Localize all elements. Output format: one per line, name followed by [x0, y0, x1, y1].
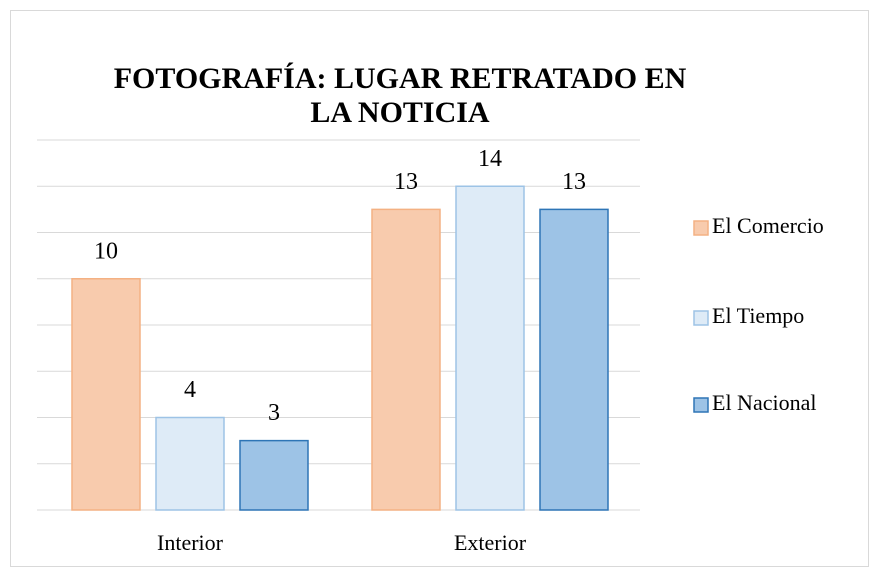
data-label: 4 [184, 377, 196, 403]
bar [455, 185, 525, 511]
legend-label: El Tiempo [712, 303, 804, 328]
bar [155, 416, 225, 511]
x-tick-label: Exterior [454, 530, 527, 555]
legend-swatch [693, 220, 709, 236]
data-label: 3 [268, 400, 280, 426]
legend-swatch [693, 397, 709, 413]
legend-label: El Comercio [712, 213, 824, 238]
data-label: 13 [562, 169, 586, 195]
data-label: 13 [394, 169, 418, 195]
chart-title: FOTOGRAFÍA: LUGAR RETRATADO EN LA NOTICI… [113, 62, 687, 129]
data-label: 14 [478, 146, 502, 172]
legend-swatch [693, 310, 709, 326]
bar [539, 208, 609, 511]
bar [239, 439, 309, 511]
bar [371, 208, 441, 511]
legend-label: El Nacional [712, 390, 816, 415]
data-label: 10 [94, 238, 118, 264]
bar [71, 278, 141, 511]
x-tick-label: Interior [157, 530, 224, 555]
